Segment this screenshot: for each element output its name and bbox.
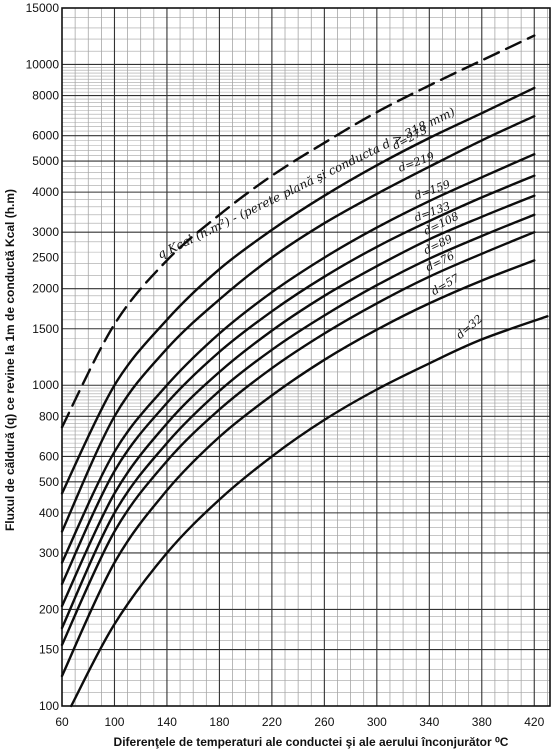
x-tick-label-5: 260 — [314, 715, 334, 729]
y-tick-label-4: 400 — [39, 506, 59, 520]
y-tick-label-10: 2000 — [32, 282, 59, 296]
series-label-9: d=32 — [454, 312, 486, 341]
x-tick-label-3: 180 — [209, 715, 229, 729]
y-tick-label-11: 2500 — [32, 251, 59, 265]
x-tick-labels: 60 100 140 180 220 260 300 340 380 420 — [55, 715, 544, 729]
y-tick-label-14: 5000 — [32, 154, 59, 168]
y-tick-label-2: 200 — [39, 602, 59, 616]
x-tick-label-6: 300 — [367, 715, 387, 729]
minor-gridlines — [62, 8, 550, 706]
y-tick-label-13: 4000 — [32, 185, 59, 199]
x-tick-label-4: 220 — [262, 715, 282, 729]
y-tick-label-8: 1000 — [32, 378, 59, 392]
y-tick-labels: 100 150 200 300 400 500 600 800 1000 1500 2000 2500… — [26, 1, 60, 713]
series-label-0: q Kcal (h.m²) - (perete plană şi conduct… — [155, 105, 457, 262]
x-tick-label-9: 420 — [524, 715, 544, 729]
series-curves — [60, 34, 549, 708]
y-tick-label-0: 100 — [39, 699, 59, 713]
y-tick-label-16: 8000 — [32, 89, 59, 103]
y-tick-label-18: 15000 — [26, 1, 60, 15]
y-axis-title: Fluxul de căldură (q) ce revine la 1m de… — [3, 189, 17, 531]
x-tick-label-8: 380 — [472, 715, 492, 729]
y-tick-label-5: 500 — [39, 475, 59, 489]
x-tick-label-2: 140 — [157, 715, 177, 729]
series-line-7 — [60, 231, 536, 647]
series-line-5 — [60, 194, 536, 608]
series-line-0 — [60, 34, 536, 429]
series-line-8 — [60, 259, 536, 678]
major-gridlines — [62, 8, 550, 706]
x-tick-label-0: 60 — [55, 715, 69, 729]
x-tick-label-7: 340 — [419, 715, 439, 729]
y-tick-label-6: 600 — [39, 449, 59, 463]
y-tick-label-9: 1500 — [32, 322, 59, 336]
y-tick-label-7: 800 — [39, 409, 59, 423]
x-tick-label-1: 100 — [104, 715, 124, 729]
y-tick-label-1: 150 — [39, 643, 59, 657]
y-tick-label-3: 300 — [39, 546, 59, 560]
series-line-1 — [60, 86, 536, 495]
y-tick-label-17: 10000 — [26, 57, 60, 71]
y-tick-label-12: 3000 — [32, 225, 59, 239]
series-line-9 — [70, 315, 549, 708]
y-tick-label-15: 6000 — [32, 129, 59, 143]
plot-frame — [61, 7, 551, 707]
series-line-3 — [60, 153, 536, 564]
series-line-6 — [60, 213, 536, 630]
x-axis-title: Diferenţele de temperaturi ale conductei… — [114, 735, 509, 749]
series-line-4 — [60, 174, 536, 586]
series-line-2 — [60, 115, 536, 533]
